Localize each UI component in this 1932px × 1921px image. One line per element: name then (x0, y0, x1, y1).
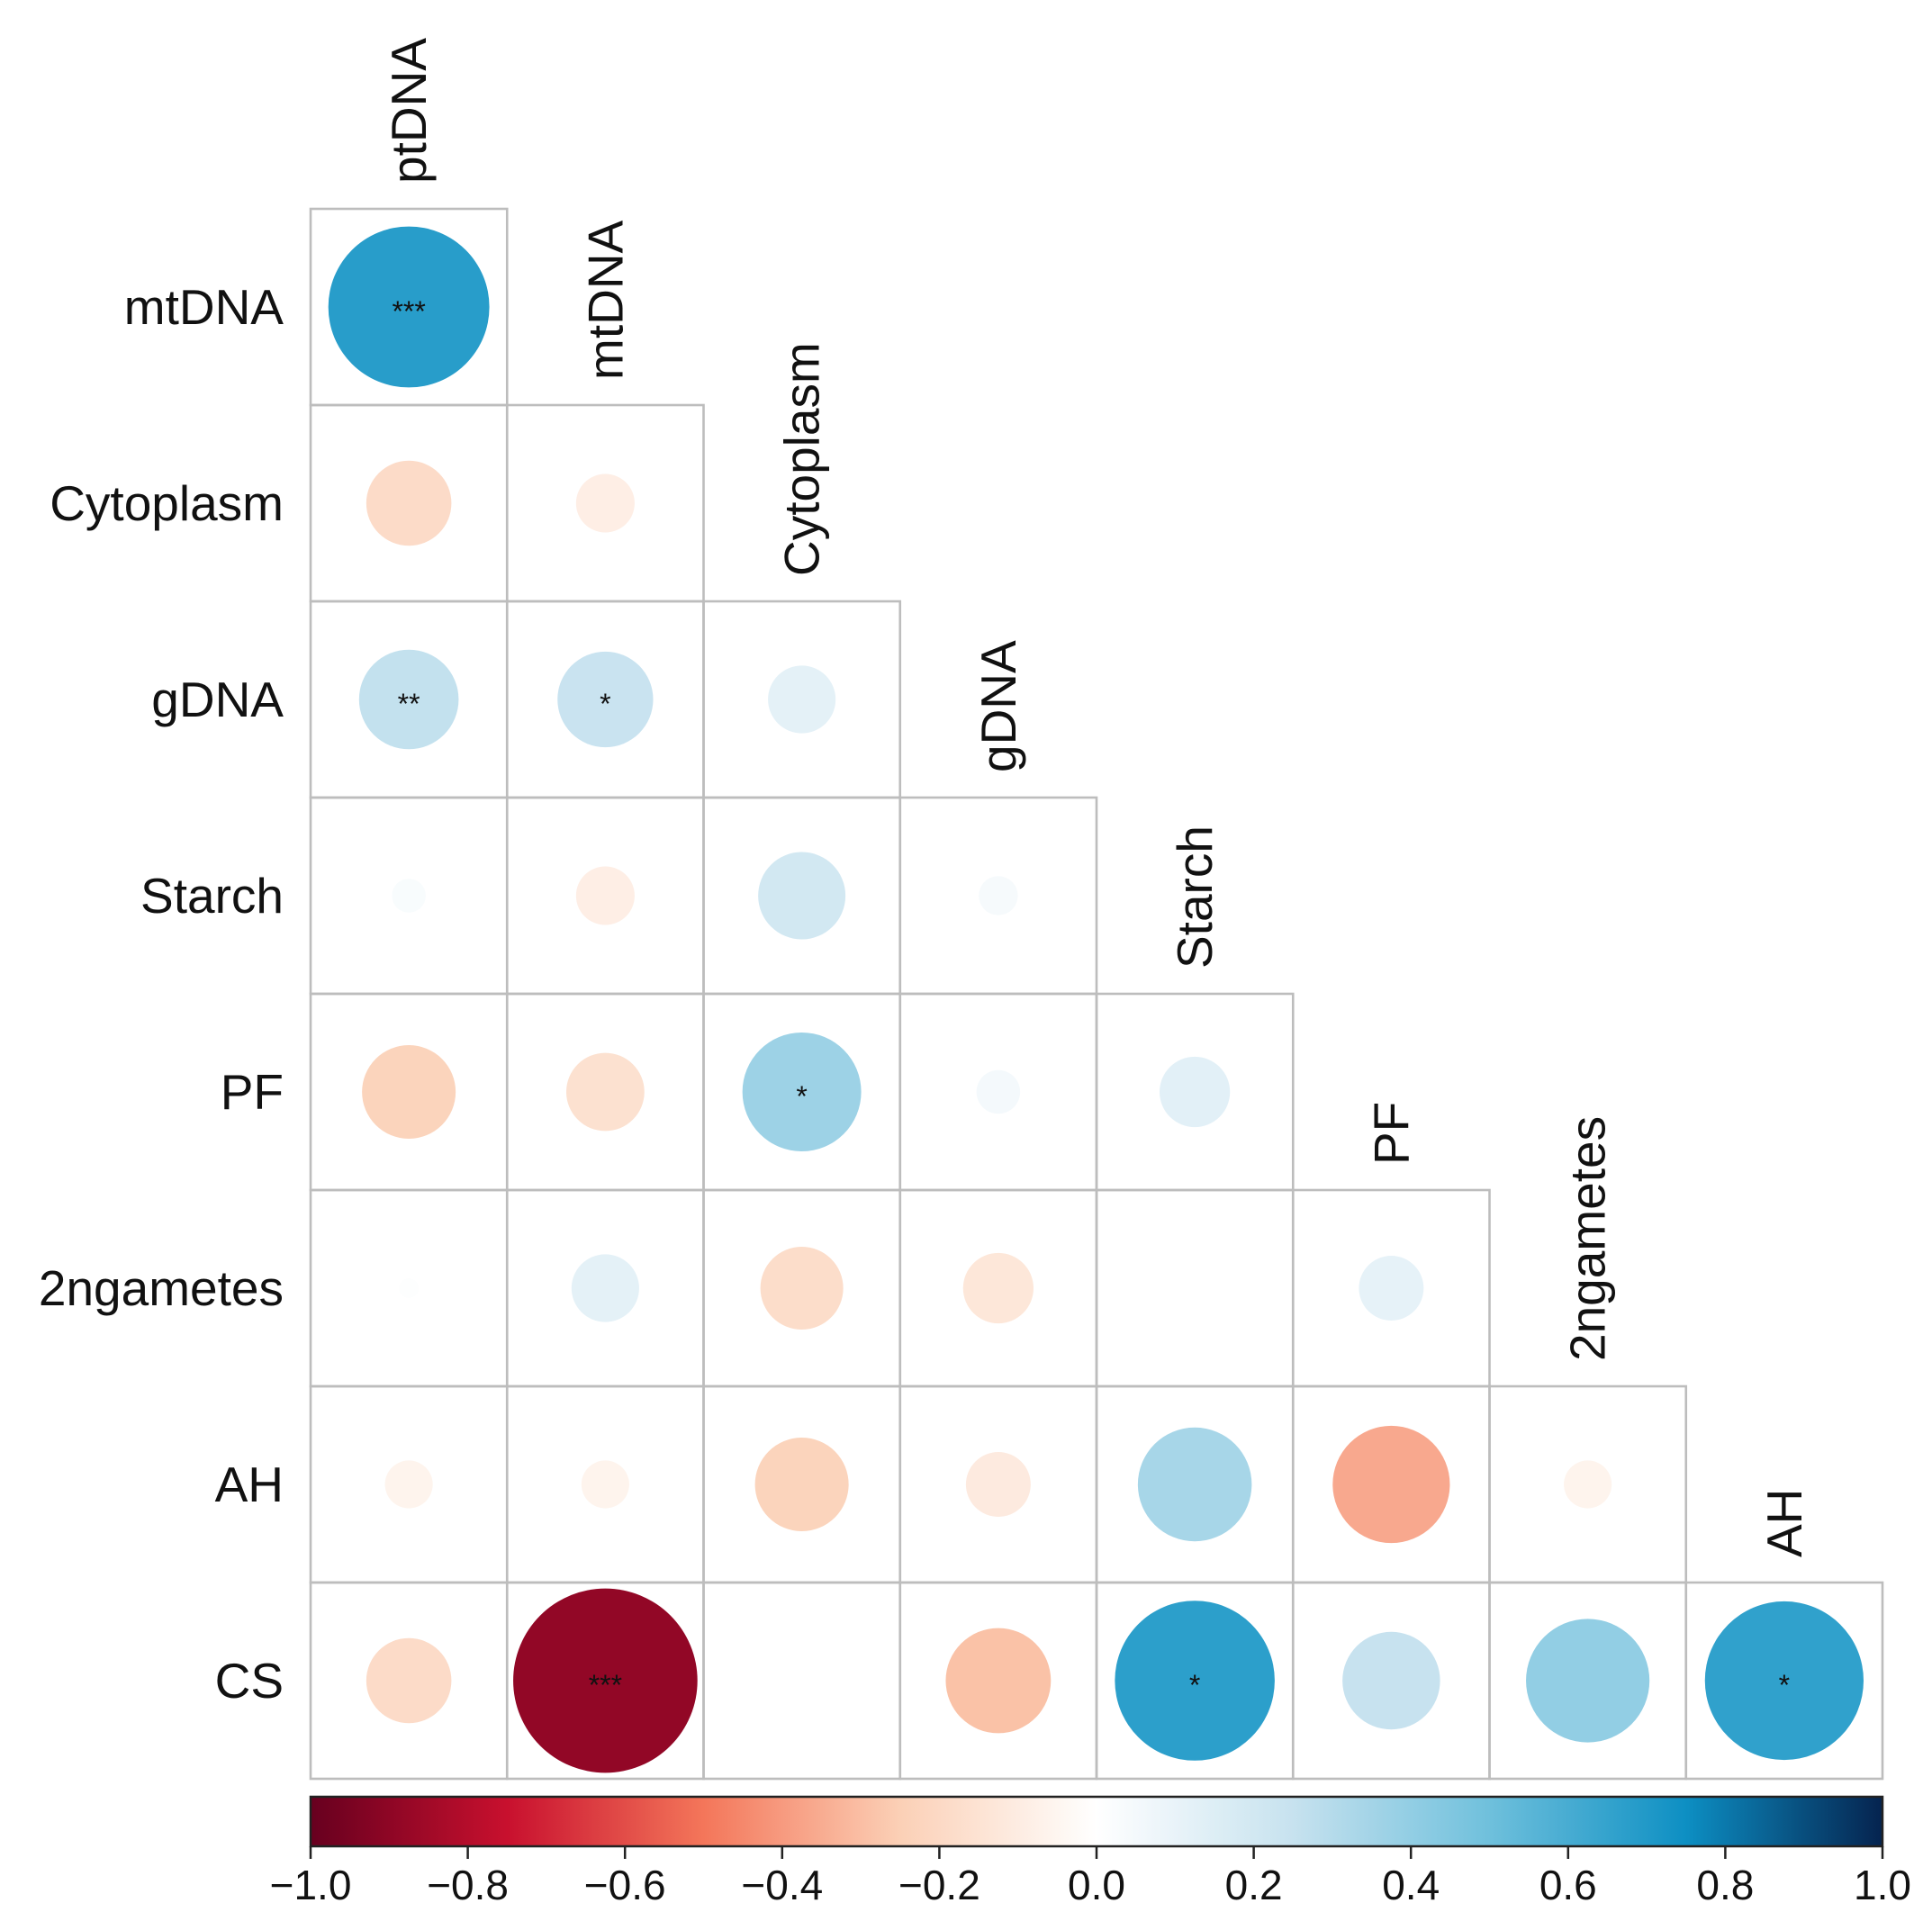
correlation-circles: ***** ***** * * (328, 226, 1864, 1773)
row-label: PF (221, 1064, 284, 1120)
grid-cell (1684, 1581, 1884, 1781)
corr-circle-PF-gDNA (976, 1069, 1021, 1114)
significance-mark: * (1779, 1669, 1790, 1701)
corr-circle-gDNA-Cytoplasm (768, 665, 836, 734)
corr-circle-Cytoplasm-mtDNA (575, 473, 635, 533)
axis-labels: mtDNA Cytoplasm gDNA Starch PF 2ngametes AH CS p… (39, 38, 1812, 1709)
corr-circle-AH-PF (1332, 1425, 1450, 1544)
corr-circle-2ngametes-mtDNA (571, 1254, 639, 1322)
significance-mark: *** (589, 1669, 622, 1701)
corr-circle-CS-gDNA (945, 1628, 1052, 1734)
column-label: Starch (1167, 825, 1223, 969)
colorbar: −1.0 −0.8 −0.6 −0.4 −0.2 0.0 0.2 0.4 0.6 0.8 1.0 (270, 1795, 1911, 1908)
row-label: Cytoplasm (50, 475, 284, 531)
grid-cell (702, 1581, 902, 1781)
corr-circle-CS-ptDNA (366, 1637, 452, 1724)
corr-circle-CS-Starch (1115, 1601, 1275, 1761)
row-label: gDNA (151, 672, 284, 727)
corr-circle-PF-ptDNA (362, 1044, 456, 1140)
row-label: mtDNA (124, 279, 284, 335)
significance-mark: * (600, 688, 610, 720)
colorbar-tick-label: −0.2 (898, 1862, 980, 1908)
column-label: AH (1756, 1489, 1812, 1557)
colorbar-tick-label: 0.8 (1696, 1862, 1754, 1908)
column-label: mtDNA (577, 220, 633, 380)
corr-circle-Starch-Cytoplasm (758, 852, 846, 940)
corr-circle-Starch-ptDNA (392, 879, 426, 913)
colorbar-tick-label: −0.6 (584, 1862, 666, 1908)
corr-circle-2ngametes-ptDNA (399, 1278, 419, 1298)
corr-circle-CS-PF (1342, 1631, 1440, 1730)
corr-circle-2ngametes-gDNA (962, 1252, 1034, 1324)
corr-circle-PF-Starch (1160, 1056, 1231, 1128)
corr-circle-CS-2ngametes (1526, 1619, 1650, 1743)
significance-mark: * (1189, 1669, 1200, 1701)
column-label: ptDNA (381, 38, 437, 184)
corr-circle-gDNA-ptDNA (358, 649, 459, 750)
corr-circle-Cytoplasm-ptDNA (366, 460, 452, 546)
row-label: AH (215, 1457, 284, 1512)
colorbar-tick-label: −1.0 (270, 1862, 352, 1908)
grid-lines (309, 207, 1884, 1781)
corr-circle-AH-ptDNA (384, 1460, 433, 1509)
row-label: 2ngametes (39, 1260, 284, 1316)
corr-circle-AH-2ngametes (1564, 1460, 1612, 1509)
significance-mark: ** (398, 688, 420, 720)
corr-circle-Starch-gDNA (979, 876, 1018, 915)
significance-mark: *** (392, 295, 425, 328)
corr-circle-AH-Cytoplasm (754, 1437, 849, 1532)
colorbar-tick-label: −0.4 (741, 1862, 823, 1908)
colorbar-tick-label: 0.2 (1225, 1862, 1283, 1908)
corr-circle-PF-Cytoplasm (742, 1033, 862, 1151)
corr-circle-PF-mtDNA (565, 1052, 645, 1132)
colorbar-tick-label: −0.8 (427, 1862, 509, 1908)
column-label: Cytoplasm (774, 342, 830, 576)
corr-circle-gDNA-mtDNA (557, 651, 654, 748)
column-label: PF (1363, 1102, 1419, 1165)
corr-circle-AH-Starch (1137, 1427, 1252, 1542)
corr-circle-CS-mtDNA (513, 1588, 698, 1773)
significance-mark: * (796, 1080, 807, 1113)
row-label: CS (215, 1653, 284, 1709)
corr-circle-2ngametes-PF (1359, 1256, 1424, 1321)
corr-circle-AH-mtDNA (581, 1460, 629, 1509)
corr-circle-2ngametes-Cytoplasm (760, 1246, 844, 1330)
row-label: Starch (140, 868, 284, 924)
corr-circle-CS-AH (1704, 1601, 1864, 1761)
corr-circle-mtDNA-ptDNA (328, 226, 490, 388)
column-label: 2ngametes (1560, 1116, 1616, 1361)
colorbar-tick-label: 0.6 (1539, 1862, 1597, 1908)
column-label: gDNA (971, 640, 1026, 772)
colorbar-tick-label: 0.4 (1382, 1862, 1440, 1908)
colorbar-tick-label: 0.0 (1068, 1862, 1125, 1908)
grid-cell (1095, 1188, 1295, 1388)
corr-circle-Starch-mtDNA (575, 866, 635, 925)
colorbar-tick-label: 1.0 (1854, 1862, 1911, 1908)
colorbar-gradient (311, 1797, 1882, 1846)
corr-circle-AH-gDNA (965, 1452, 1031, 1517)
